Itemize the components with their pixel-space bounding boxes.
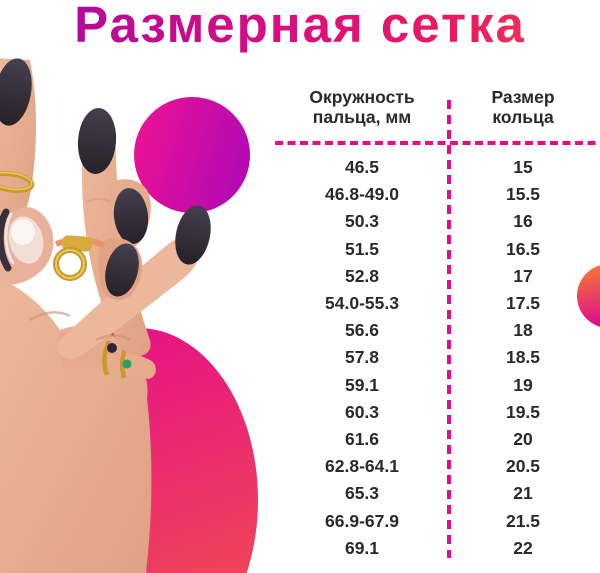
hand-illustration xyxy=(0,58,258,573)
table-header: Окружность пальца, мм Размер кольца xyxy=(275,84,597,127)
table-row: 61.6 20 xyxy=(275,426,597,453)
table-row: 52.8 17 xyxy=(275,263,597,290)
ring-size-value: 17.5 xyxy=(505,293,541,314)
header-line: Размер xyxy=(491,87,555,107)
ring-size-value: 20.5 xyxy=(505,456,541,477)
ring-size-value: 20 xyxy=(513,428,533,449)
column-header-circumference: Окружность пальца, мм xyxy=(275,87,449,127)
circumference-value: 50.3 xyxy=(344,211,380,232)
top-pink-circle xyxy=(134,97,250,213)
circumference-value: 46.8-49.0 xyxy=(325,184,399,205)
header-line: Окружность xyxy=(309,87,415,107)
table-row: 59.1 19 xyxy=(275,372,597,399)
crossed-finger xyxy=(58,235,201,360)
circumference-value: 54.0-55.3 xyxy=(325,293,399,314)
table-row: 69.1 22 xyxy=(275,535,597,562)
circumference-value: 62.8-64.1 xyxy=(325,456,399,477)
circumference-value: 61.6 xyxy=(344,428,380,449)
circumference-value: 60.3 xyxy=(344,401,380,422)
circumference-value: 46.5 xyxy=(344,157,380,178)
ring-size-value: 18 xyxy=(513,320,533,341)
table-row: 65.3 21 xyxy=(275,480,597,507)
table-row: 62.8-64.1 20.5 xyxy=(275,453,597,480)
dark-nail xyxy=(0,58,32,126)
ring-size-value: 22 xyxy=(513,537,533,558)
table-row: 56.6 18 xyxy=(275,317,597,344)
dark-nail xyxy=(113,188,149,244)
gold-circle-charm-highlight xyxy=(55,249,85,279)
circumference-value: 66.9-67.9 xyxy=(325,510,399,531)
header-line: кольца xyxy=(492,107,554,127)
circumference-value: 56.6 xyxy=(344,320,380,341)
horizontal-dashed-divider xyxy=(275,141,597,145)
circumference-value: 57.8 xyxy=(344,347,380,368)
ring-size-value: 17 xyxy=(513,265,533,286)
band-highlight xyxy=(4,212,15,265)
right-accent-circle xyxy=(577,264,600,328)
ring-size-value: 19 xyxy=(513,374,533,395)
vertical-dashed-divider xyxy=(447,100,451,558)
circumference-value: 65.3 xyxy=(344,483,380,504)
ring-size-table: Окружность пальца, мм Размер кольца 46.5… xyxy=(275,84,597,564)
table-row: 46.5 15 xyxy=(275,154,597,181)
header-line: пальца, мм xyxy=(312,107,412,127)
dark-gem xyxy=(107,343,117,353)
knuckle-crease xyxy=(95,334,131,342)
green-gem xyxy=(122,359,132,369)
gold-ring-highlight xyxy=(0,171,33,191)
page-title: Размерная сетка xyxy=(0,0,600,54)
dark-nail xyxy=(105,243,139,297)
circumference-value: 69.1 xyxy=(344,537,380,558)
ring-size-value: 15.5 xyxy=(505,184,541,205)
table-row: 60.3 19.5 xyxy=(275,399,597,426)
ring-size-value: 16 xyxy=(513,211,533,232)
dark-nail xyxy=(175,205,211,265)
hand xyxy=(0,58,211,573)
table-row: 57.8 18.5 xyxy=(275,344,597,371)
ring-size-value: 21.5 xyxy=(505,510,541,531)
ring-size-value: 19.5 xyxy=(505,401,541,422)
dark-band xyxy=(0,208,12,272)
ring-size-value: 21 xyxy=(513,483,533,504)
table-row: 66.9-67.9 21.5 xyxy=(275,507,597,534)
circumference-value: 52.8 xyxy=(344,265,380,286)
finger-crease xyxy=(85,198,111,203)
knuckle-crease xyxy=(29,311,71,322)
dark-nail xyxy=(77,108,117,174)
table-row: 54.0-55.3 17.5 xyxy=(275,290,597,317)
gold-ring xyxy=(102,340,112,376)
ring-size-value: 16.5 xyxy=(505,238,541,259)
thumb-nail-tip xyxy=(11,219,35,245)
ring-size-value: 15 xyxy=(513,157,533,178)
circumference-value: 51.5 xyxy=(344,238,380,259)
table-body: 46.5 15 46.8-49.0 15.5 50.3 16 51.5 16.5 52.… xyxy=(275,154,597,562)
table-row: 51.5 16.5 xyxy=(275,236,597,263)
table-row: 46.8-49.0 15.5 xyxy=(275,181,597,208)
ring-size-value: 18.5 xyxy=(505,347,541,368)
table-row: 50.3 16 xyxy=(275,208,597,235)
column-header-ring-size: Размер кольца xyxy=(449,87,597,127)
circumference-value: 59.1 xyxy=(344,374,380,395)
